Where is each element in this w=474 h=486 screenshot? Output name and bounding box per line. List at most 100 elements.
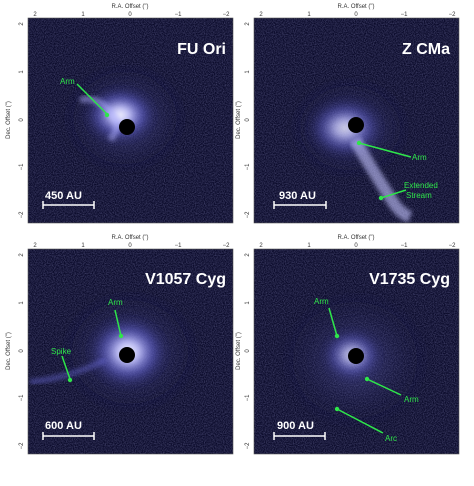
y-tick-label: 0 [245, 349, 251, 353]
annotation-pointer [114, 309, 122, 337]
x-tick-labels: 2 1 0 −1 −2 [33, 12, 230, 18]
x-axis-label: R.A. Offset (") [337, 4, 374, 10]
y-tick-labels: 2 1 0 −1 −2 [19, 22, 25, 219]
x-tick-label: −1 [175, 243, 183, 249]
star-name: V1735 Cyg [369, 271, 450, 288]
arm-feature [79, 95, 121, 143]
y-tick-label: 0 [245, 118, 251, 122]
annotation-pointer [61, 355, 71, 380]
y-axis-label: Dec. Offset (") [236, 332, 242, 370]
annotation-label: Arm [60, 77, 75, 86]
x-tick-label: −1 [401, 12, 409, 18]
y-tick-label: −1 [19, 163, 25, 171]
annotation-label: Arm [314, 297, 329, 306]
annotation-marker [104, 112, 110, 118]
scale-bar [42, 201, 95, 209]
y-axis-label: Dec. Offset (") [6, 101, 12, 139]
annotation-pointer [358, 142, 412, 158]
x-tick-label: 0 [128, 243, 132, 249]
panel-frame [27, 17, 234, 224]
panel-z-cma: R.A. Offset (") 2 1 0 −1 −2 Dec. Offset … [236, 4, 460, 224]
nebula [305, 96, 385, 160]
y-tick-label: 1 [245, 70, 251, 74]
annotation-label: Extended Stream [404, 181, 440, 200]
y-tick-label: −2 [19, 211, 25, 219]
annotation-label: Spike [51, 347, 72, 356]
x-tick-label: 2 [33, 12, 37, 18]
annotation-pointer [336, 408, 384, 434]
scale-bar-label: 900 AU [277, 420, 314, 432]
y-tick-label: −2 [245, 211, 251, 219]
annotation-marker [364, 376, 370, 382]
panel-frame [253, 248, 460, 455]
scale-bar [273, 432, 326, 440]
y-axis-label: Dec. Offset (") [6, 332, 12, 370]
star-name: FU Ori [177, 41, 226, 58]
x-tick-label: −2 [449, 12, 457, 18]
y-tick-label: −1 [245, 163, 251, 171]
annotation-pointer [380, 189, 407, 199]
y-tick-label: −1 [245, 394, 251, 402]
x-tick-label: 2 [259, 12, 263, 18]
x-tick-label: 1 [81, 12, 85, 18]
y-tick-labels: 2 1 0 −1 −2 [19, 253, 25, 450]
panel-frame [253, 17, 460, 224]
y-tick-label: 2 [245, 22, 251, 26]
x-tick-label: 1 [307, 243, 311, 249]
annotation-marker [334, 333, 340, 339]
annotation-marker [356, 140, 362, 146]
y-tick-label: −1 [19, 394, 25, 402]
x-tick-label: 2 [259, 243, 263, 249]
annotation-label: Arc [385, 434, 397, 443]
x-tick-label: −1 [401, 243, 409, 249]
x-tick-label: −2 [223, 243, 231, 249]
y-tick-label: 1 [19, 301, 25, 305]
x-tick-label: −2 [449, 243, 457, 249]
y-tick-label: 2 [245, 253, 251, 257]
annotation-marker [67, 377, 73, 383]
annotation-pointer [366, 378, 402, 396]
y-axis-label: Dec. Offset (") [236, 101, 242, 139]
y-tick-label: 0 [19, 118, 25, 122]
y-tick-label: 0 [19, 349, 25, 353]
x-tick-label: −2 [223, 12, 231, 18]
panel-v1735-cyg: R.A. Offset (") 2 1 0 −1 −2 Dec. Offset … [236, 235, 460, 455]
annotation-marker [118, 333, 124, 339]
coronagraph-mask [348, 117, 364, 133]
panel-fu-ori: R.A. Offset (") 2 1 0 −1 −2 Dec. Offset … [6, 4, 234, 224]
y-tick-label: 2 [19, 22, 25, 26]
x-axis-label: R.A. Offset (") [337, 235, 374, 241]
x-tick-label: 1 [307, 12, 311, 18]
annotation-pointer [76, 83, 108, 115]
coronagraph-mask [348, 348, 364, 364]
scale-bar-label: 450 AU [45, 190, 82, 202]
coronagraph-mask [119, 119, 135, 135]
coronagraph-mask [119, 347, 135, 363]
scale-bar [273, 201, 327, 209]
y-tick-labels: 2 1 0 −1 −2 [245, 22, 251, 219]
y-tick-label: 2 [19, 253, 25, 257]
x-tick-label: 0 [354, 12, 358, 18]
x-tick-label: 0 [354, 243, 358, 249]
annotation-pointer [328, 307, 338, 337]
x-tick-label: 2 [33, 243, 37, 249]
scale-bar-label: 600 AU [45, 420, 82, 432]
annotation-label: Arm [108, 298, 123, 307]
y-tick-label: 1 [245, 301, 251, 305]
x-tick-labels: 2 1 0 −1 −2 [33, 243, 230, 249]
annotation-label: Arm [404, 395, 419, 404]
x-tick-labels: 2 1 0 −1 −2 [259, 243, 456, 249]
x-tick-label: 1 [81, 243, 85, 249]
stream-feature [349, 137, 413, 223]
star-name: Z CMa [402, 41, 450, 58]
x-tick-labels: 2 1 0 −1 −2 [259, 12, 456, 18]
x-axis-label: R.A. Offset (") [111, 4, 148, 10]
panel-v1057-cyg: R.A. Offset (") 2 1 0 −1 −2 Dec. Offset … [6, 235, 234, 455]
y-tick-label: −2 [245, 442, 251, 450]
x-tick-label: 0 [128, 12, 132, 18]
x-axis-label: R.A. Offset (") [111, 235, 148, 241]
y-tick-label: −2 [19, 442, 25, 450]
scale-bar-label: 930 AU [279, 190, 316, 202]
annotation-label: Arm [412, 153, 427, 162]
